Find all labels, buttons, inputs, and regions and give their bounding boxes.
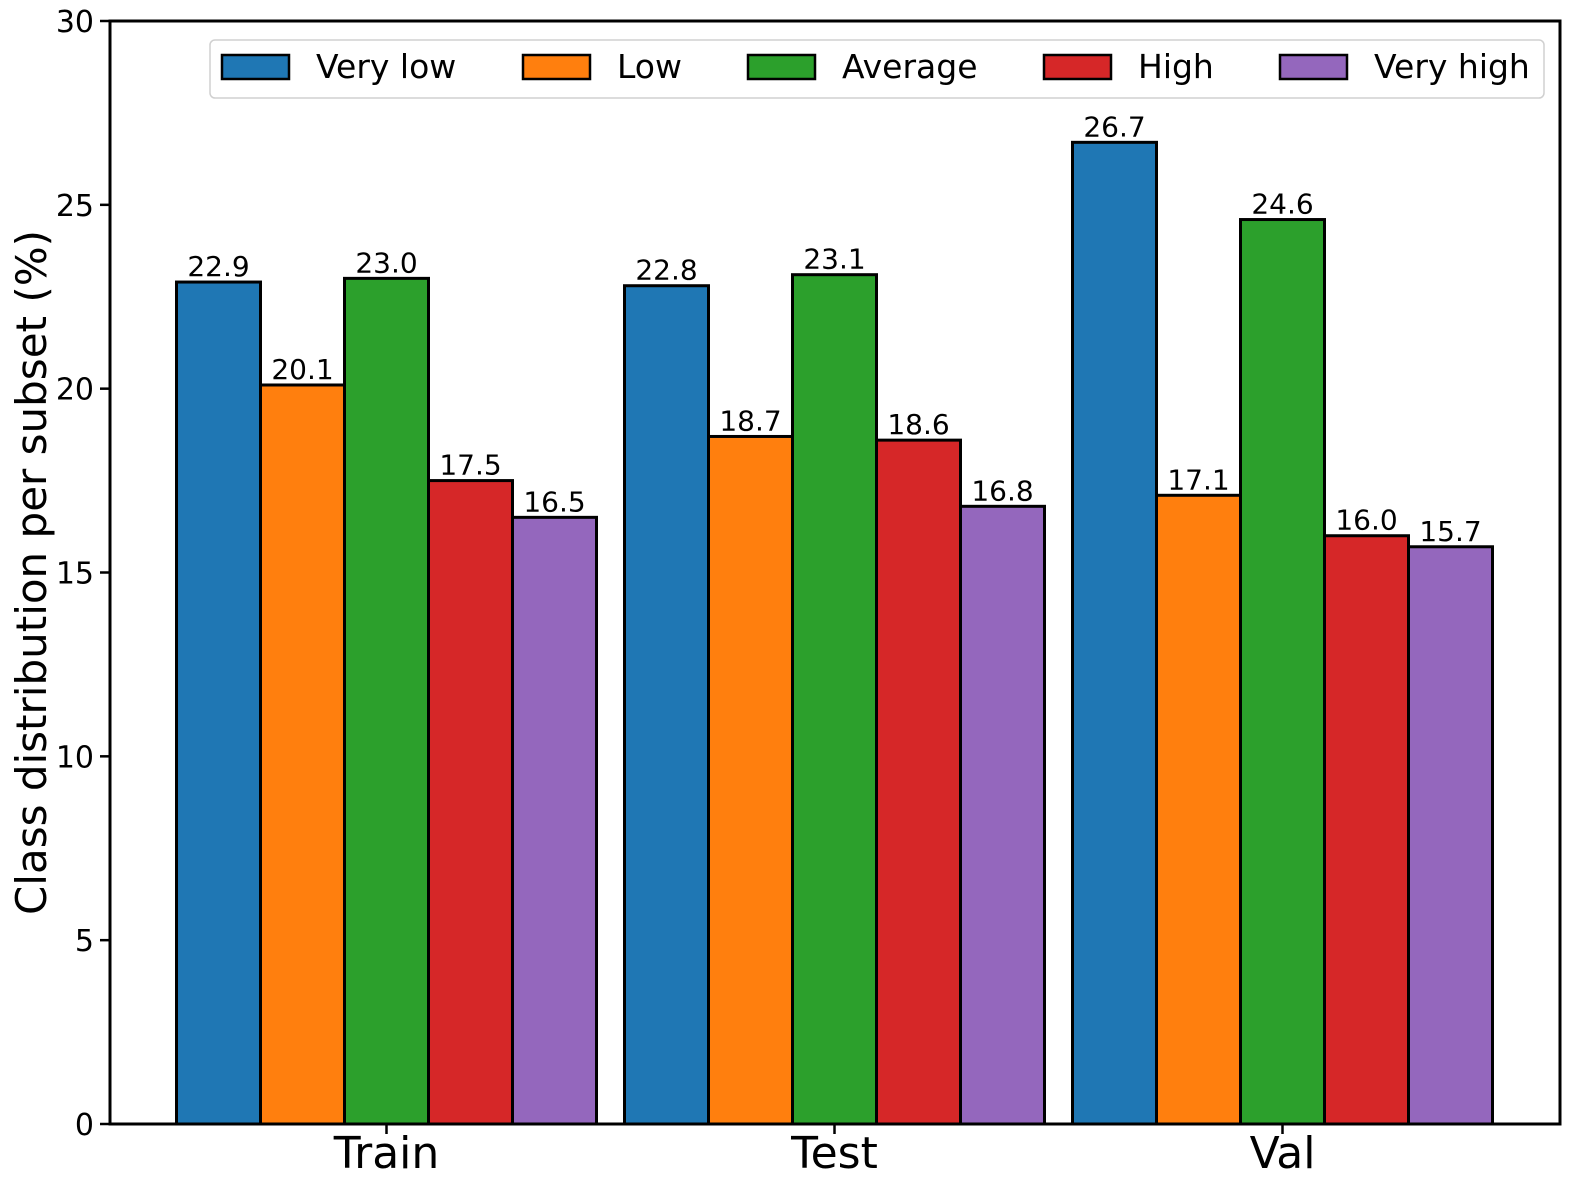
legend-label-low: Low: [617, 47, 682, 86]
x-tick-label-test: Test: [790, 1128, 878, 1179]
y-tick-label: 5: [75, 924, 94, 959]
bar-value-label: 22.9: [187, 250, 249, 283]
bar-value-label: 16.5: [523, 485, 585, 518]
bar-value-label: 18.6: [887, 408, 949, 441]
x-tick-label-train: Train: [333, 1128, 440, 1179]
y-tick-label: 15: [56, 557, 94, 592]
bar-very-low-train: [175, 280, 262, 1126]
x-axis: Train Test Val: [333, 1124, 1316, 1179]
bar-average-val: [1239, 218, 1326, 1126]
legend-label-average: Average: [842, 47, 978, 86]
y-tick-label: 0: [75, 1108, 94, 1143]
y-tick-label: 20: [56, 373, 94, 408]
legend-swatch-very-high: [1278, 53, 1349, 81]
bar-value-label: 26.7: [1083, 110, 1145, 143]
y-tick-label: 30: [56, 5, 94, 40]
legend: Very low Low Average High Very high: [209, 39, 1545, 99]
bar-value-label: 23.0: [355, 246, 417, 279]
bar-very-high-train: [511, 515, 598, 1126]
bar-value-label: 17.1: [1167, 463, 1229, 496]
bar-very-low-val: [1071, 140, 1158, 1126]
bar-value-label: 16.0: [1335, 504, 1397, 537]
bar-low-test: [707, 434, 794, 1126]
legend-swatch-high: [1042, 53, 1113, 81]
legend-swatch-very-low: [220, 53, 291, 81]
bar-very-low-test: [623, 284, 710, 1126]
plot-bars: [175, 140, 1494, 1126]
bar-very-high-val: [1407, 545, 1494, 1126]
x-tick-label-val: Val: [1250, 1128, 1316, 1179]
legend-label-high: High: [1138, 47, 1214, 86]
bar-high-test: [875, 438, 962, 1126]
bar-low-val: [1155, 493, 1242, 1126]
legend-swatch-low: [521, 53, 592, 81]
plot-data-labels: 22.9 20.1 23.0 17.5 16.5 22.8 18.7 23.1 18.6 16.8…: [187, 110, 1481, 547]
bar-average-test: [791, 273, 878, 1126]
y-axis: 0 5 10 15 20 25 30: [56, 5, 110, 1143]
bar-low-train: [259, 383, 346, 1126]
bar-value-label: 17.5: [439, 449, 501, 482]
legend-label-very-high: Very high: [1374, 47, 1530, 86]
bar-value-label: 16.8: [971, 474, 1033, 507]
bar-value-label: 15.7: [1419, 515, 1481, 548]
bar-high-train: [427, 479, 514, 1126]
bar-high-val: [1323, 534, 1410, 1126]
y-axis-title: Class distribution per subset (%): [7, 230, 56, 915]
y-tick-label: 25: [56, 189, 94, 224]
bar-value-label: 23.1: [803, 243, 865, 276]
y-tick-label: 10: [56, 740, 94, 775]
bar-very-high-test: [959, 504, 1046, 1126]
legend-label-very-low: Very low: [316, 47, 456, 86]
bar-value-label: 18.7: [719, 404, 781, 437]
bar-value-label: 20.1: [271, 353, 333, 386]
bar-average-train: [343, 276, 430, 1126]
bar-value-label: 22.8: [635, 254, 697, 287]
legend-swatch-average: [746, 53, 817, 81]
bar-value-label: 24.6: [1251, 188, 1313, 221]
